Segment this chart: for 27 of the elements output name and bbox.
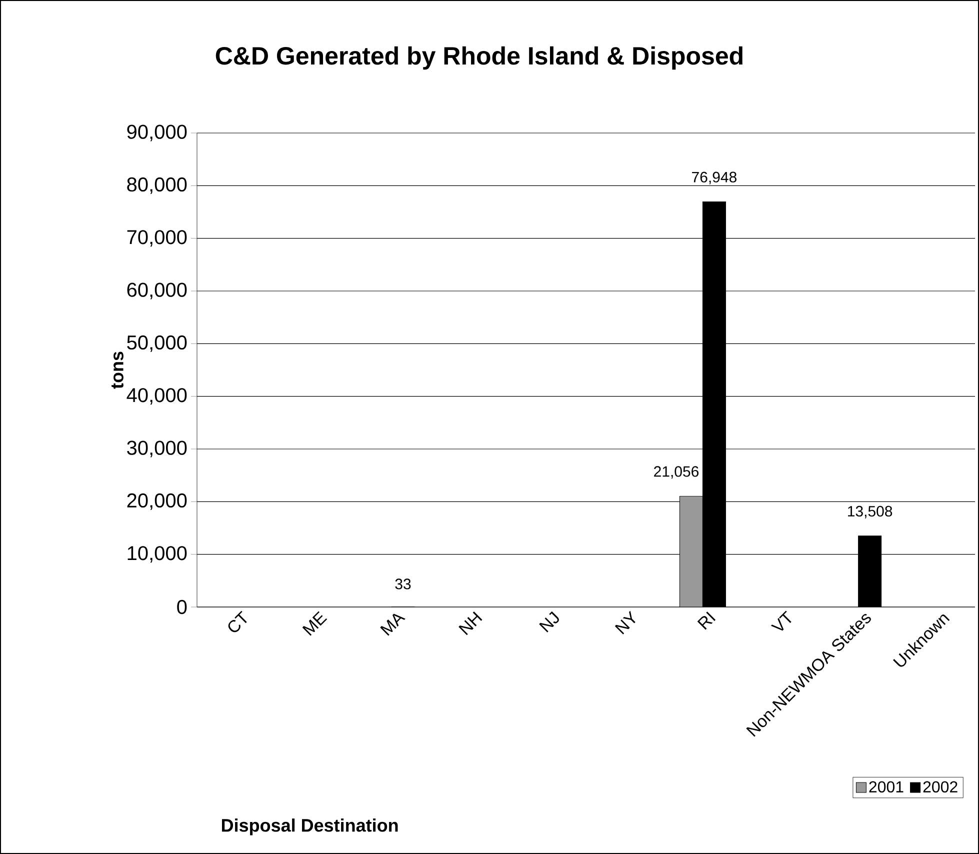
legend-label: 2002 (923, 781, 958, 793)
data-label: 13,508 (848, 506, 892, 518)
y-tick-label: 80,000 (127, 177, 187, 194)
x-tick-label: ME (302, 611, 328, 636)
y-tick-label: 90,000 (127, 124, 187, 142)
x-tick-label: RI (697, 612, 716, 630)
y-axis-title: tons (112, 352, 124, 389)
legend-label: 2001 (869, 781, 904, 793)
y-tick-label: 30,000 (127, 440, 187, 458)
chart-title: C&D Generated by Rhode Island & Disposed (216, 46, 742, 70)
y-tick-label: 20,000 (127, 493, 187, 510)
data-label: 21,056 (654, 466, 699, 479)
y-tick-label: 10,000 (128, 546, 187, 563)
y-tick-label: 50,000 (127, 335, 187, 352)
x-tick-label: NY (614, 610, 636, 634)
x-tick-label: NH (458, 611, 482, 636)
x-tick-label: VT (770, 610, 792, 631)
y-tick-label: 0 (177, 600, 187, 614)
x-tick-label: CT (228, 610, 247, 632)
y-tick-label: 40,000 (126, 388, 187, 405)
y-tick-label: 60,000 (127, 282, 187, 300)
x-axis-title: Disposal Destination (222, 818, 398, 836)
data-label: 33 (395, 578, 411, 590)
x-tick-label: MA (380, 614, 406, 636)
data-label: 76,948 (692, 172, 736, 184)
x-tick-label: NJ (539, 611, 559, 632)
y-tick-label: 70,000 (127, 230, 187, 247)
